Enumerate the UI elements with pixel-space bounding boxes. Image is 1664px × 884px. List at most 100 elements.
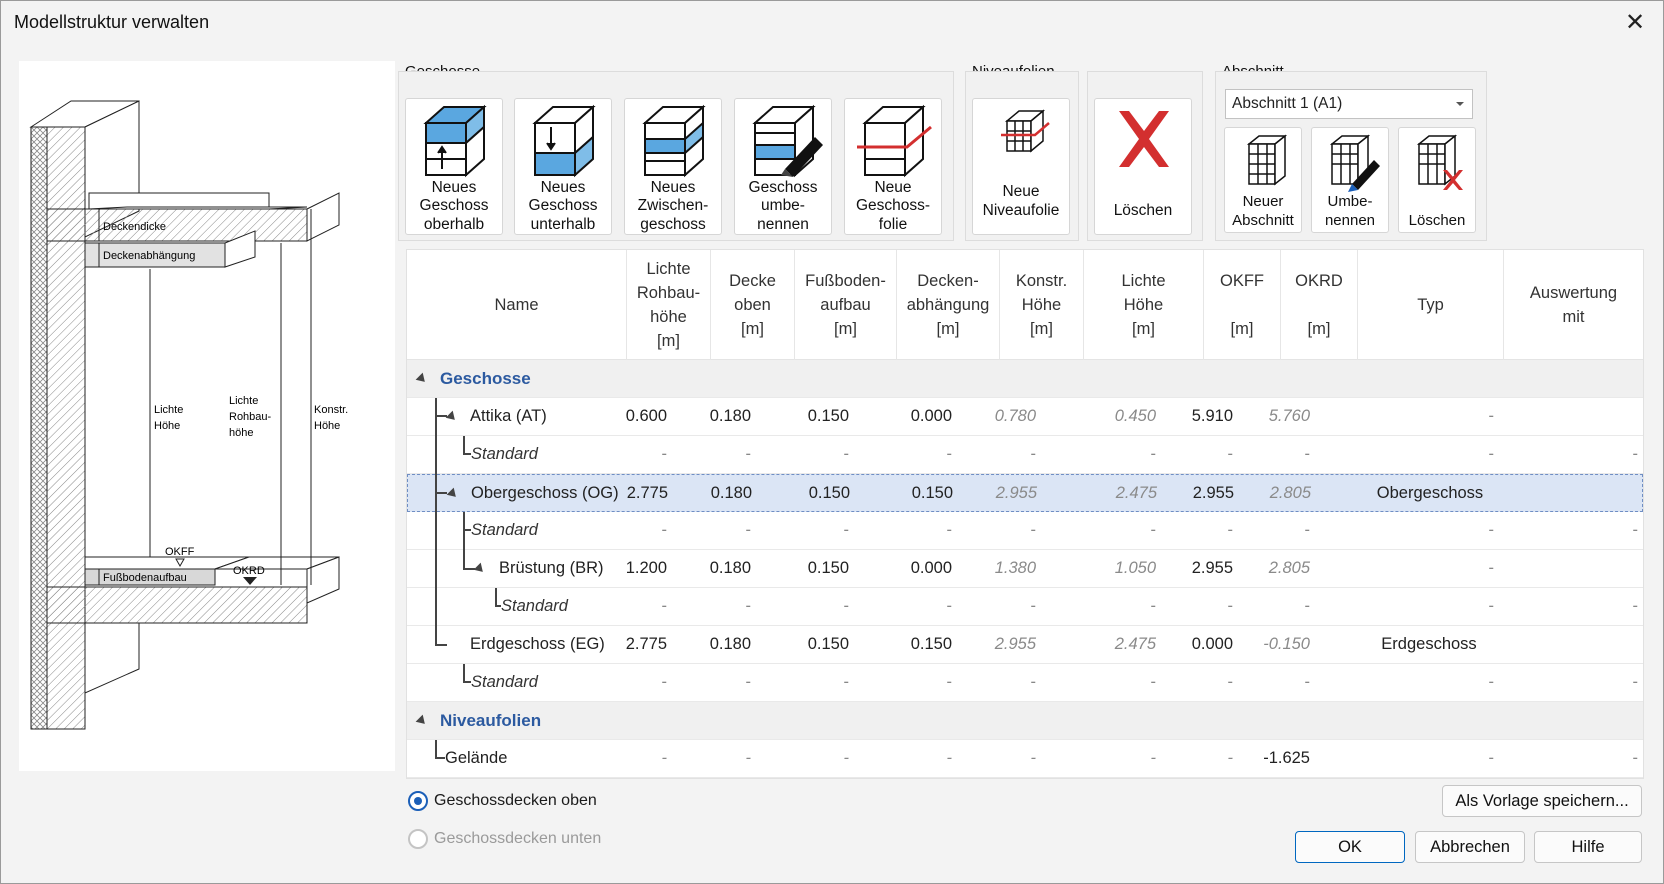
abschnitt-select[interactable]: Abschnitt 1 (A1) [1225, 89, 1473, 119]
section-row-niveaufolien[interactable]: Niveaufolien [407, 702, 1643, 740]
col-header-name[interactable]: Name [407, 250, 627, 360]
table-cell: 0.150 [807, 635, 849, 653]
tree-line [495, 588, 497, 606]
tree-line [435, 415, 447, 417]
col-header-okff[interactable]: OKFF [m] [1204, 250, 1281, 360]
table-cell: - [843, 749, 850, 767]
table-cell: 5.760 [1268, 407, 1310, 425]
table-row-storey[interactable]: Erdgeschoss (EG) 2.775 0.180 0.150 0.150 2.95… [407, 626, 1643, 664]
cancel-button[interactable]: Abbrechen [1415, 831, 1525, 863]
tree-line [463, 512, 465, 530]
dialog-title: Modellstruktur verwalten [14, 12, 210, 32]
label-fussbodenaufbau: Fußbodenaufbau [103, 572, 187, 584]
rename-section-label: Umbe- nennen [1324, 193, 1376, 229]
table-cell [1553, 475, 1643, 512]
table-cell: 1.050 [1114, 559, 1156, 577]
table-cell: - [1632, 521, 1639, 539]
table-cell [1552, 626, 1642, 663]
col-header-okrd[interactable]: OKRD [m] [1281, 250, 1358, 360]
table-cell: - [661, 445, 668, 463]
collapse-caret-icon[interactable] [415, 372, 429, 386]
col-header-lichte-rohbauhoehe[interactable]: Lichte Rohbau- höhe [m] [627, 250, 711, 360]
table-cell: 0.780 [994, 407, 1036, 425]
new-section-button[interactable]: Neuer Abschnitt [1224, 127, 1302, 233]
table-cell: 1.200 [625, 559, 667, 577]
table-row[interactable]: Standard - - - - - - - - - - [407, 512, 1643, 550]
col-header-typ[interactable]: Typ [1358, 250, 1504, 360]
radio-geschossdecken-unten[interactable]: Geschossdecken unten [408, 829, 608, 851]
table-row[interactable]: Gelände - - - - - - - -1.625 - - [407, 740, 1643, 778]
table-cell: 2.955 [995, 484, 1037, 502]
col-header-fussbodenaufbau[interactable]: Fußboden- aufbau [m] [795, 250, 897, 360]
table-cell: - [1227, 749, 1234, 767]
table-cell: - [946, 521, 953, 539]
ok-button[interactable]: OK [1295, 831, 1405, 863]
table-row[interactable]: Standard - - - - - - - - - - [407, 436, 1643, 474]
new-storey-above-button[interactable]: Neues Geschoss oberhalb [405, 98, 503, 235]
table-row-storey[interactable]: Brüstung (BR) 1.200 0.180 0.150 0.000 1.380 1.… [407, 550, 1643, 588]
table-cell: - [946, 673, 953, 691]
new-storey-below-button[interactable]: Neues Geschoss unterhalb [514, 98, 612, 235]
delete-section-button[interactable]: Löschen [1398, 127, 1476, 233]
table-cell: - [745, 521, 752, 539]
tree-line [435, 644, 447, 646]
table-cell: - [745, 597, 752, 615]
storey-table: Name Lichte Rohbau- höhe [m] Decke oben … [406, 249, 1644, 779]
row-name: Obergeschoss (OG) [471, 484, 619, 502]
table-row-storey[interactable]: Obergeschoss (OG) 2.775 0.180 0.150 0.150 2.9… [407, 474, 1643, 512]
table-cell: - [1304, 445, 1311, 463]
new-level-foil-button[interactable]: Neue Niveaufolie [972, 98, 1070, 235]
new-section-label: Neuer Abschnitt [1232, 193, 1294, 229]
col-header-lichte-hoehe[interactable]: Lichte Höhe [m] [1084, 250, 1204, 360]
section-row-geschosse[interactable]: Geschosse [407, 360, 1643, 398]
collapse-caret-icon[interactable] [445, 410, 459, 424]
label-lichte-hoehe: Lichte Höhe [154, 404, 183, 432]
rename-storey-button[interactable]: Geschoss umbe- nennen [734, 98, 832, 235]
rename-storey-icon [735, 103, 831, 181]
table-cell: 0.450 [1114, 407, 1156, 425]
col-header-deckenabhaengung[interactable]: Decken- abhängung [m] [897, 250, 1000, 360]
help-button[interactable]: Hilfe [1534, 831, 1642, 863]
save-as-template-button[interactable]: Als Vorlage speichern... [1442, 785, 1642, 817]
table-row[interactable]: Standard - - - - - - - - - - [407, 664, 1643, 702]
table-row-storey[interactable]: Attika (AT) 0.600 0.180 0.150 0.000 0.780 0.45… [407, 398, 1643, 436]
collapse-caret-icon[interactable] [473, 562, 487, 576]
delete-x-icon [1095, 103, 1191, 181]
delete-button[interactable]: Löschen [1094, 98, 1192, 235]
tree-line [463, 530, 465, 568]
table-cell [1552, 398, 1642, 435]
table-cell: 0.150 [807, 559, 849, 577]
collapse-caret-icon[interactable] [446, 487, 460, 501]
section-title: Niveaufolien [440, 711, 542, 730]
table-cell: - [946, 597, 953, 615]
new-storey-below-label: Neues Geschoss unterhalb [528, 178, 598, 233]
delete-section-label: Löschen [1408, 211, 1466, 229]
row-name: Attika (AT) [470, 407, 547, 425]
table-cell: - [946, 749, 953, 767]
table-cell: - [1488, 749, 1495, 767]
table-cell [1552, 550, 1642, 587]
radio-geschossdecken-oben[interactable]: Geschossdecken oben [408, 791, 608, 813]
table-row[interactable]: Standard - - - - - - - - - - [407, 588, 1643, 626]
table-cell: - [1632, 445, 1639, 463]
rename-section-button[interactable]: Umbe- nennen [1311, 127, 1389, 233]
radio-label: Geschossdecken unten [434, 830, 602, 847]
row-name: Gelände [445, 749, 508, 767]
table-cell: - [843, 673, 850, 691]
tree-line [435, 512, 437, 644]
table-cell: - [661, 749, 668, 767]
col-header-konstr-hoehe[interactable]: Konstr. Höhe [m] [1000, 250, 1084, 360]
new-storey-foil-button[interactable]: Neue Geschoss- folie [844, 98, 942, 235]
tree-line [463, 664, 465, 682]
collapse-caret-icon[interactable] [415, 714, 429, 728]
label-okrd: OKRD [233, 565, 265, 577]
col-header-auswertung[interactable]: Auswertung mit [1504, 250, 1643, 360]
table-cell: - [1304, 521, 1311, 539]
row-name: Standard [471, 445, 538, 463]
new-intermediate-storey-button[interactable]: Neues Zwischen- geschoss [624, 98, 722, 235]
table-cell: - [1632, 597, 1639, 615]
col-header-decke-oben[interactable]: Decke oben [m] [711, 250, 795, 360]
table-cell: 2.955 [994, 635, 1036, 653]
close-icon[interactable]: ✕ [1624, 9, 1646, 36]
table-header: Name Lichte Rohbau- höhe [m] Decke oben … [407, 250, 1643, 360]
